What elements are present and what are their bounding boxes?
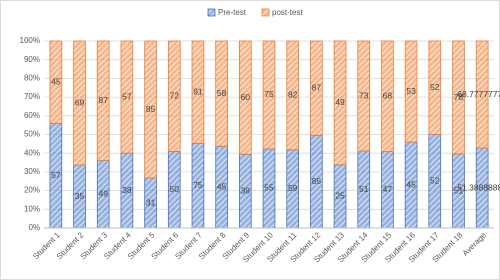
data-label: 60 <box>241 92 251 102</box>
data-label: 57 <box>51 170 61 180</box>
data-label: 75 <box>193 180 203 190</box>
bar-segment <box>475 40 489 149</box>
data-label: 78 <box>454 92 464 102</box>
legend-swatch <box>207 8 216 17</box>
data-label: 52 <box>430 176 440 186</box>
data-label: 73 <box>359 90 369 100</box>
bar-segment <box>381 40 394 152</box>
data-label: 52 <box>430 82 440 92</box>
data-label: 91 <box>193 87 203 97</box>
bar-segment <box>144 40 157 179</box>
data-label: 69 <box>75 97 85 107</box>
y-tick-label: 90% <box>24 55 40 64</box>
data-label: 85 <box>312 176 322 186</box>
data-label: 51 <box>454 185 464 195</box>
legend-label: post-test <box>272 8 303 17</box>
data-label: 53 <box>406 86 416 96</box>
data-label: 31 <box>146 197 156 207</box>
bar-segment <box>452 40 465 155</box>
bar-segment <box>333 40 347 166</box>
data-label: 75 <box>264 89 274 99</box>
bar-segment <box>191 40 205 144</box>
data-label: 85 <box>146 104 156 114</box>
data-label: 49 <box>335 97 345 107</box>
y-tick-label: 70% <box>24 92 40 101</box>
data-label: 39 <box>241 185 251 195</box>
data-label: 55 <box>264 183 274 193</box>
data-label: 82 <box>288 90 298 100</box>
data-label: 68.77777778 <box>457 89 500 99</box>
bar-segment <box>238 40 252 155</box>
data-label: 45 <box>217 181 227 191</box>
bar-segment <box>73 40 86 166</box>
bar-segment <box>96 40 110 162</box>
bar-segment <box>215 40 228 147</box>
data-label: 57 <box>122 91 132 101</box>
data-label: 45 <box>51 77 61 87</box>
data-label: 49 <box>98 189 108 199</box>
y-tick-label: 50% <box>24 130 40 139</box>
legend-swatch <box>261 8 270 17</box>
data-label: 47 <box>383 184 393 194</box>
data-label: 25 <box>335 191 345 201</box>
bar-segment <box>49 40 63 124</box>
data-label: 87 <box>312 83 322 93</box>
bar-segment <box>357 40 371 152</box>
legend-label: Pre-test <box>218 8 247 17</box>
bar-segment <box>286 40 300 151</box>
data-label: 50 <box>170 184 180 194</box>
data-label: 51.38888889 <box>457 182 500 192</box>
bar-segment <box>404 40 418 143</box>
bar-segment <box>428 40 442 135</box>
data-label: 38 <box>122 185 132 195</box>
bar-segment <box>120 40 134 154</box>
data-label: 59 <box>288 183 298 193</box>
bar-segment <box>262 40 276 150</box>
data-label: 58 <box>217 88 227 98</box>
y-tick-label: 60% <box>24 111 40 120</box>
data-label: 72 <box>170 90 180 100</box>
data-label: 87 <box>98 95 108 105</box>
y-tick-label: 20% <box>24 186 40 195</box>
data-label: 68 <box>383 91 393 101</box>
bar-segment <box>310 40 323 136</box>
data-label: 35 <box>75 191 85 201</box>
y-tick-label: 30% <box>24 167 40 176</box>
y-tick-label: 10% <box>24 204 40 213</box>
data-label: 45 <box>406 179 416 189</box>
y-tick-label: 0% <box>28 223 40 232</box>
bar-segment <box>167 40 181 152</box>
y-tick-label: 40% <box>24 148 40 157</box>
data-label: 51 <box>359 184 369 194</box>
y-tick-label: 100% <box>20 36 40 45</box>
y-tick-label: 80% <box>24 74 40 83</box>
